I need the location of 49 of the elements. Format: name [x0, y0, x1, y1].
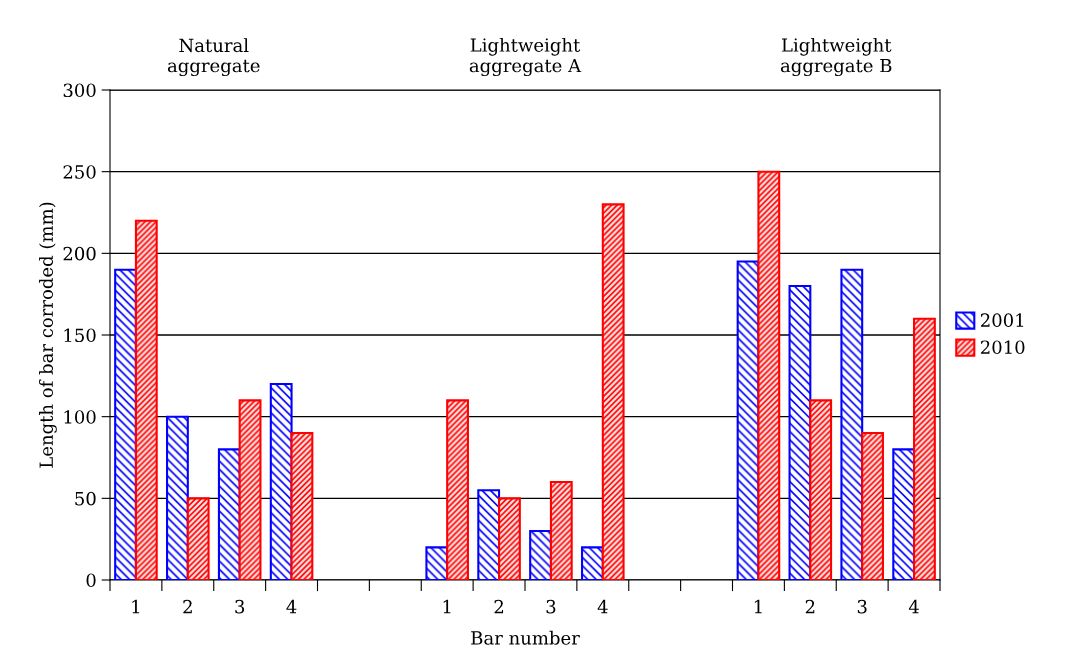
x-tick-label: 2: [494, 599, 504, 614]
bar: [217, 448, 241, 580]
bar: [601, 203, 625, 580]
x-tick-label: 3: [546, 599, 556, 614]
bar: [238, 399, 262, 580]
y-tick-label: 150: [64, 328, 96, 343]
bar: [269, 382, 293, 580]
x-tick-label: 4: [908, 599, 919, 614]
bar: [186, 497, 210, 580]
bar: [892, 448, 916, 580]
bar: [913, 317, 936, 580]
bar: [549, 480, 573, 580]
bar: [166, 415, 189, 580]
y-tick-label: 250: [63, 165, 96, 179]
y-tick-label: 0: [86, 573, 96, 588]
y-tick-label: 100: [64, 410, 96, 424]
bar: [861, 431, 884, 580]
x-tick-label: 4: [286, 599, 297, 614]
bar: [498, 497, 521, 580]
x-tick-label: 3: [235, 599, 245, 614]
x-tick-label: 1: [132, 599, 140, 614]
bar: [788, 284, 812, 580]
bar: [134, 219, 158, 580]
text: Lightweight aggregate B: [780, 37, 892, 77]
x-tick-label: 1: [443, 599, 451, 614]
bar: [477, 489, 501, 580]
bar: [114, 268, 137, 580]
y-tick-label: 50: [75, 491, 96, 506]
legend-label: 2010: [980, 340, 1025, 355]
bar: [581, 546, 604, 580]
x-tick-label: 1: [754, 599, 762, 614]
bar: [529, 529, 552, 580]
bar: [809, 399, 833, 580]
y-axis-title: Length of bar corroded (mm): [39, 202, 57, 468]
bar: [840, 268, 864, 580]
y-tick-label: 200: [63, 246, 96, 261]
legend-label: 2001: [980, 313, 1024, 327]
x-tick-label: 2: [805, 599, 815, 614]
x-tick-label: 4: [597, 599, 608, 614]
x-tick-label: 2: [183, 599, 192, 614]
bar: [290, 431, 314, 580]
bar: [446, 399, 469, 580]
y-tick-label: 300: [63, 83, 96, 98]
x-tick-label: 3: [857, 599, 867, 614]
bar: [757, 170, 781, 580]
text: Lightweight aggregate A: [469, 37, 582, 77]
bar: [425, 546, 449, 580]
text: Natural aggregate: [167, 38, 260, 77]
x-axis-title: Bar number: [471, 630, 580, 645]
